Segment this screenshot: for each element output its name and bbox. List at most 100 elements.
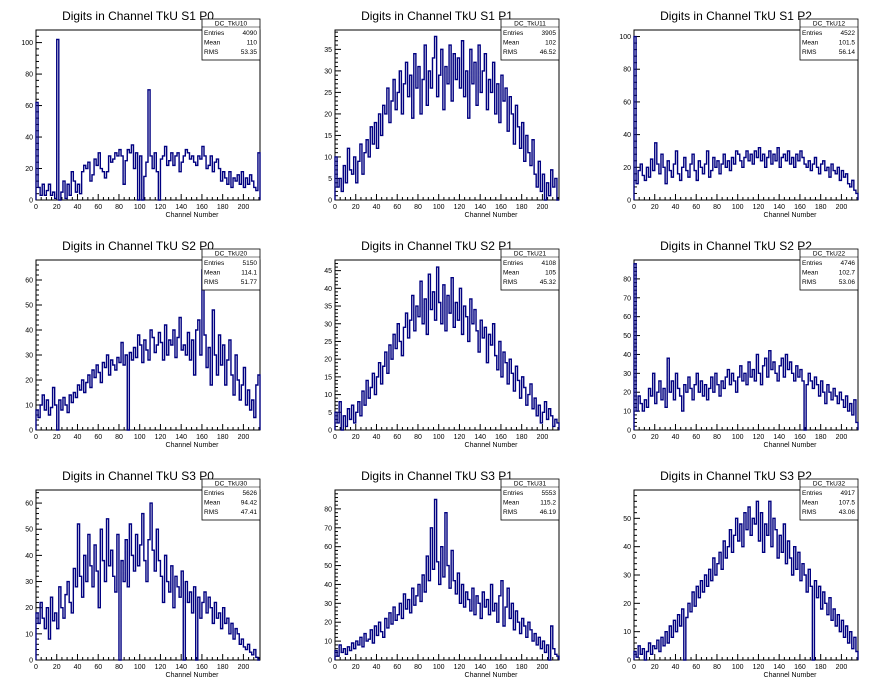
x-tick-label: 80 (414, 204, 422, 211)
y-tick-label: 40 (623, 352, 631, 359)
x-axis-label: Channel Number (465, 442, 519, 449)
y-tick-label: 80 (623, 276, 631, 283)
stats-label: RMS (802, 49, 817, 56)
stats-value: 53.35 (241, 49, 258, 56)
stats-value: 5150 (243, 260, 258, 267)
x-tick-label: 100 (732, 434, 744, 441)
x-tick-label: 60 (94, 204, 102, 211)
histogram-series-line (35, 502, 260, 661)
histogram-panel: Digits in Channel TkU S2 P10 20 40 60 80 100 1… (324, 239, 560, 449)
histogram-series-line (334, 498, 560, 661)
stats-label: Mean (802, 500, 819, 507)
stats-box-frame (799, 478, 859, 521)
x-tick-label: 20 (352, 434, 360, 441)
stats-box-frame (500, 478, 560, 521)
y-tick-label: 70 (324, 525, 332, 532)
histogram-series-line (633, 263, 859, 431)
x-tick-label: 40 (373, 434, 381, 441)
x-tick-label: 20 (651, 434, 659, 441)
stats-name: DC_TkU22 (813, 251, 846, 258)
x-tick-label: 180 (815, 204, 827, 211)
stats-name: DC_TkU30 (215, 481, 248, 488)
x-axis-label: Channel Number (764, 442, 818, 449)
x-tick-label: 160 (495, 664, 507, 671)
x-tick-label: 160 (495, 434, 507, 441)
stats-name: DC_TkU31 (514, 481, 547, 488)
chart-title: Digits in Channel TkU S1 P2 (660, 9, 812, 23)
histogram-panel: Digits in Channel TkU S3 P10 20 40 60 80 100 1… (324, 469, 560, 679)
stats-box-frame (201, 248, 261, 291)
y-tick-label: 20 (25, 378, 33, 385)
x-tick-label: 200 (238, 664, 250, 671)
stats-label: Entries (802, 490, 823, 497)
chart-title: Digits in Channel TkU S3 P2 (660, 469, 812, 483)
stats-value: 107.5 (839, 500, 856, 507)
y-tick-label: 30 (25, 353, 33, 360)
stats-label: RMS (503, 509, 518, 516)
stats-label: RMS (204, 509, 219, 516)
y-tick-label: 80 (623, 67, 631, 74)
x-tick-label: 200 (238, 204, 250, 211)
y-tick-label: 20 (623, 601, 631, 608)
x-tick-label: 120 (155, 204, 167, 211)
y-tick-label: 50 (623, 333, 631, 340)
y-tick-label: 25 (324, 90, 332, 97)
x-tick-label: 0 (34, 664, 38, 671)
x-tick-label: 200 (537, 434, 549, 441)
stats-value: 115.2 (540, 500, 556, 507)
stats-label: Entries (503, 30, 524, 37)
stats-label: RMS (503, 279, 518, 286)
stats-label: Entries (204, 260, 225, 267)
x-tick-label: 200 (836, 664, 848, 671)
chart-title: Digits in Channel TkU S2 P0 (62, 239, 214, 253)
x-tick-label: 40 (74, 434, 82, 441)
x-tick-label: 200 (238, 434, 250, 441)
y-tick-label: 10 (25, 403, 33, 410)
stats-name: DC_TkU11 (514, 21, 546, 28)
y-tick-label: 20 (324, 357, 332, 364)
stats-value: 56.14 (839, 49, 856, 56)
stats-box-frame (799, 18, 859, 61)
stats-value: 102.7 (839, 270, 856, 277)
x-tick-label: 80 (414, 434, 422, 441)
y-tick-label: 35 (324, 304, 332, 311)
x-tick-label: 180 (217, 204, 229, 211)
x-tick-label: 140 (474, 204, 486, 211)
x-tick-label: 160 (794, 204, 806, 211)
x-tick-label: 120 (454, 434, 466, 441)
plot-frame (334, 489, 560, 661)
y-tick-label: 10 (623, 409, 631, 416)
y-tick-label: 0 (29, 658, 33, 665)
stats-label: Mean (204, 270, 221, 277)
stats-value: 51.77 (241, 279, 258, 286)
y-tick-label: 0 (627, 658, 631, 665)
x-tick-label: 140 (474, 664, 486, 671)
histogram-panel: Digits in Channel TkU S2 P20 20 40 60 80 100 1… (623, 239, 859, 449)
x-tick-label: 80 (414, 664, 422, 671)
chart-title: Digits in Channel TkU S2 P2 (660, 239, 812, 253)
x-tick-label: 20 (651, 664, 659, 671)
stats-label: Entries (204, 30, 225, 37)
stats-box: DC_TkU30 Entries 5626 Mean 94.42 RMS 47.41 (201, 478, 261, 521)
y-tick-label: 60 (25, 278, 33, 285)
x-tick-label: 120 (753, 434, 765, 441)
stats-box: DC_TkU10 Entries 4090 Mean 110 RMS 53.35 (201, 18, 261, 61)
stats-value: 94.42 (241, 500, 258, 507)
stats-box: DC_TkU12 Entries 4522 Mean 101.5 RMS 56.14 (799, 18, 859, 61)
stats-value: 110 (247, 40, 258, 47)
histogram-panel: Digits in Channel TkU S1 P10 20 40 60 80 100 1… (324, 9, 560, 219)
x-tick-label: 60 (94, 664, 102, 671)
x-tick-label: 160 (495, 204, 507, 211)
x-tick-label: 140 (175, 204, 187, 211)
stats-value: 102 (545, 40, 556, 47)
x-tick-label: 180 (815, 664, 827, 671)
x-tick-label: 200 (836, 204, 848, 211)
x-tick-label: 120 (753, 204, 765, 211)
x-tick-label: 0 (632, 664, 636, 671)
x-tick-label: 60 (393, 204, 401, 211)
y-tick-label: 45 (324, 268, 332, 275)
y-tick-label: 0 (328, 198, 332, 205)
y-tick-label: 40 (324, 286, 332, 293)
x-tick-label: 120 (155, 434, 167, 441)
